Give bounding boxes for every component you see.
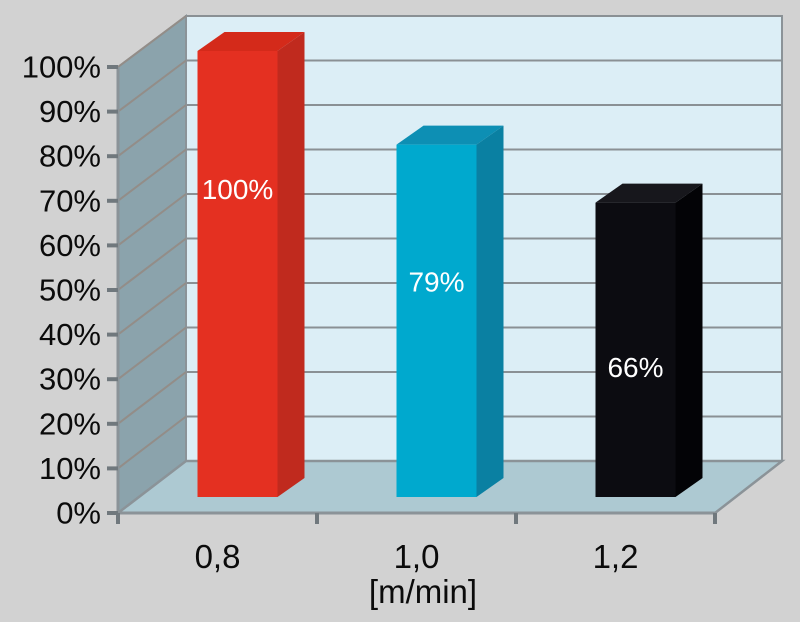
bar-black-side: [675, 183, 703, 497]
bar-value-label: 100%: [202, 174, 274, 205]
gridline-wall: [117, 148, 187, 202]
bar-black-top: [595, 183, 703, 203]
y-tick-label: 70%: [39, 183, 101, 218]
x-tick-label: 1,0: [394, 538, 440, 575]
bar-black-front: [595, 202, 676, 497]
gridline-wall: [117, 415, 187, 470]
y-tick-label: 10%: [39, 451, 101, 486]
y-tick-label: 20%: [39, 406, 101, 441]
bar-red-side: [277, 32, 305, 497]
bar-red-top: [197, 32, 305, 51]
gridline-wall: [117, 282, 187, 336]
bar-cyan-top: [396, 125, 504, 145]
y-tick-label: 60%: [39, 228, 101, 263]
y-tick-label: 80%: [39, 139, 101, 174]
bar-cyan-front: [396, 144, 477, 497]
y-tick-label: 0%: [56, 496, 101, 531]
gridline-wall: [117, 371, 187, 425]
axis-unit-label: [m/min]: [369, 573, 477, 610]
bar-value-label: 66%: [607, 352, 663, 383]
y-tick-label: 40%: [39, 317, 101, 352]
bar-value-label: 79%: [408, 267, 464, 298]
bar-red-front: [197, 51, 278, 497]
y-tick-label: 90%: [39, 94, 101, 129]
gridline-wall: [117, 237, 187, 291]
y-tick-label: 100%: [22, 50, 101, 85]
y-tick-label: 30%: [39, 362, 101, 397]
y-tick-label: 50%: [39, 273, 101, 308]
gridline-wall: [117, 59, 187, 113]
gridline-wall: [117, 326, 187, 380]
gridline-wall: [117, 104, 187, 157]
gridline-wall: [117, 193, 187, 247]
x-tick-label: 1,2: [593, 538, 639, 575]
gridline-wall: [117, 15, 187, 68]
bar-cyan-side: [476, 125, 504, 497]
x-tick-label: 0,8: [195, 538, 241, 575]
